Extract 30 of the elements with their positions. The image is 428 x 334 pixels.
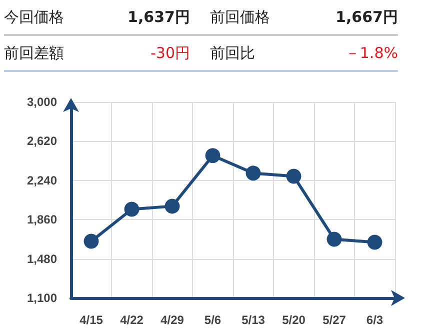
y-tick-label: 3,000 [26,95,58,109]
point [124,202,140,217]
x-tick-label: 5/13 [242,313,266,327]
x-tick-label: 4/29 [160,313,184,327]
text: 前回価格 [210,8,271,26]
y-tick-label: 1,100 [26,291,58,305]
point [246,166,261,181]
x-tick-label: 5/27 [322,313,346,327]
text: -30円 [150,44,190,62]
text: 1,667円 [334,8,398,26]
text: 今回価格 [4,8,65,26]
x-tick-label: 4/22 [120,313,144,327]
y-tick-label: 1,860 [26,212,58,227]
point [205,148,220,164]
y-tick-label: 2,240 [26,173,58,188]
y-tick-label: 2,620 [26,134,58,148]
x-tick-label: 6/3 [366,313,384,327]
point [367,234,382,250]
point [164,198,180,214]
x-tick-label: 4/15 [80,313,104,327]
point [286,168,302,184]
text: 1,637円 [126,8,190,26]
text: 前回差額 [4,44,65,62]
point [84,234,99,249]
text: 前回比 [210,44,256,62]
x-tick-label: 5/20 [282,313,306,327]
point [326,232,342,247]
y-tick-label: 1,480 [26,252,58,266]
x-tick-label: 5/6 [204,313,222,327]
text: －1.8% [344,44,398,62]
